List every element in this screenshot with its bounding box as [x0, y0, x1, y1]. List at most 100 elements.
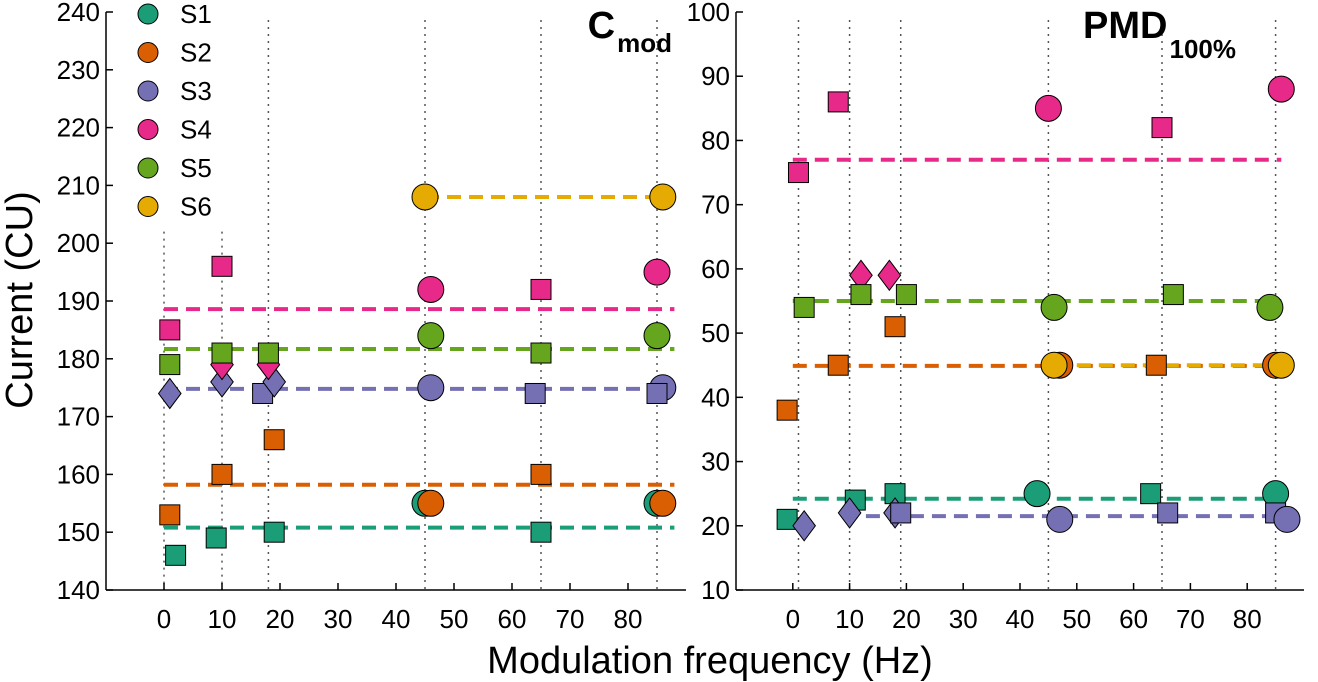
- legend-marker-s4: [137, 119, 159, 140]
- data-point-s2: [530, 463, 552, 485]
- x-tick-label: 80: [1233, 604, 1262, 634]
- data-point-s6: [649, 183, 677, 211]
- y-tick-label: 230: [57, 55, 100, 85]
- legend-label-s5: S5: [180, 153, 212, 183]
- legend-marker-s5: [137, 157, 159, 179]
- data-point-s2: [827, 354, 849, 376]
- data-point-s4: [827, 91, 849, 113]
- data-point-s4: [211, 255, 233, 277]
- data-point-s1: [1140, 483, 1162, 505]
- data-point-s5: [1162, 284, 1184, 306]
- data-point-s3: [837, 497, 862, 529]
- y-tick-label: 50: [701, 318, 730, 348]
- data-point-s3: [210, 366, 234, 398]
- y-tick-label: 90: [701, 61, 730, 91]
- data-point-s3: [890, 502, 912, 524]
- data-point-s2: [263, 429, 285, 451]
- x-tick-label: 20: [892, 604, 921, 634]
- data-point-s4: [643, 258, 671, 286]
- legend-label-s6: S6: [180, 192, 212, 222]
- y-axis-label: Current (CU): [0, 191, 41, 408]
- y-tick-label: 210: [57, 170, 100, 200]
- x-tick-label: 10: [208, 604, 237, 634]
- y-tick-label: 160: [57, 459, 100, 489]
- data-point-s4: [787, 162, 809, 184]
- x-tick-label: 30: [324, 604, 353, 634]
- x-tick-label: 20: [266, 604, 295, 634]
- data-point-s3: [524, 382, 546, 404]
- legend: S1 S2 S3 S4 S5 S6: [137, 0, 212, 222]
- legend-label-s4: S4: [180, 115, 212, 145]
- y-tick-label: 240: [57, 0, 100, 27]
- legend-marker-s1: [137, 3, 159, 25]
- panel-pmd: 10 20 30 40 50 60 70 80 90 100 0 10 20 30 40 50 60 70 80 PM…: [687, 0, 1304, 634]
- data-point-s1: [1023, 480, 1051, 508]
- y-tick-label: 80: [701, 125, 730, 155]
- x-axis-label: Modulation frequency (Hz): [487, 640, 933, 682]
- data-point-s1: [205, 527, 227, 549]
- data-point-s3: [1273, 505, 1301, 533]
- y-tick-label: 180: [57, 344, 100, 374]
- data-point-s2: [649, 489, 677, 517]
- legend-label-s1: S1: [180, 0, 212, 29]
- x-tick-label: 70: [1176, 604, 1205, 634]
- data-point-s3: [792, 509, 817, 542]
- panel-cmod: 140 150 160 170 180 190 200 210 220 230 240 0 10 20 30…: [57, 0, 686, 634]
- x-tick-label: 0: [786, 604, 800, 634]
- x-tick-label: 30: [949, 604, 978, 634]
- y-tick-label: 30: [701, 447, 730, 477]
- data-point-s4: [159, 319, 181, 341]
- y-tick-label: 170: [57, 402, 100, 432]
- legend-label-s3: S3: [180, 76, 212, 106]
- y-tick-label: 20: [701, 511, 730, 541]
- x-tick-label: 50: [1062, 604, 1091, 634]
- data-point-s1: [263, 521, 285, 543]
- data-point-s2: [776, 399, 798, 421]
- data-point-s5: [530, 342, 552, 364]
- data-point-s2: [1145, 354, 1167, 376]
- y-tick-label: 200: [57, 228, 100, 258]
- data-point-s3: [417, 374, 445, 402]
- x-tick-label: 40: [1006, 604, 1035, 634]
- data-point-s5: [643, 322, 671, 350]
- data-point-s3: [1157, 502, 1179, 524]
- data-point-s4: [417, 275, 445, 303]
- data-point-s3: [1046, 505, 1074, 533]
- data-point-s5: [159, 354, 181, 376]
- data-point-s6: [1040, 351, 1068, 379]
- legend-marker-s2: [137, 42, 159, 63]
- panel-title-main: PMD: [1083, 5, 1167, 47]
- x-tick-label: 50: [440, 604, 469, 634]
- data-point-s5: [793, 296, 815, 318]
- data-point-s2: [417, 489, 445, 517]
- data-point-s5: [850, 284, 872, 306]
- data-point-s1: [530, 521, 552, 543]
- data-point-s4: [530, 278, 552, 300]
- data-point-s3: [157, 377, 182, 410]
- panel-title-subscript: mod: [617, 28, 672, 58]
- y-tick-label: 60: [701, 254, 730, 284]
- data-point-s5: [1256, 293, 1284, 321]
- data-point-s6: [1267, 351, 1295, 379]
- y-tick-label: 10: [701, 575, 730, 605]
- x-tick-label: 60: [1119, 604, 1148, 634]
- data-point-s4: [1151, 117, 1173, 139]
- x-tick-label: 10: [835, 604, 864, 634]
- data-point-s3: [646, 382, 668, 404]
- x-tick-label: 60: [498, 604, 527, 634]
- panel-title: Cmod: [588, 5, 672, 58]
- data-point-s4: [1034, 94, 1062, 122]
- legend-marker-s3: [137, 80, 159, 102]
- y-tick-label: 190: [57, 286, 100, 316]
- data-point-s2: [884, 316, 906, 338]
- data-point-s1: [165, 544, 187, 566]
- y-tick-label: 140: [57, 575, 100, 605]
- y-tick-label: 40: [701, 382, 730, 412]
- data-point-s5: [211, 342, 233, 364]
- data-point-s4: [877, 259, 902, 292]
- x-tick-label: 0: [157, 604, 171, 634]
- x-tick-label: 70: [556, 604, 585, 634]
- panel-title-subscript: 100%: [1170, 34, 1237, 64]
- y-tick-label: 150: [57, 517, 100, 547]
